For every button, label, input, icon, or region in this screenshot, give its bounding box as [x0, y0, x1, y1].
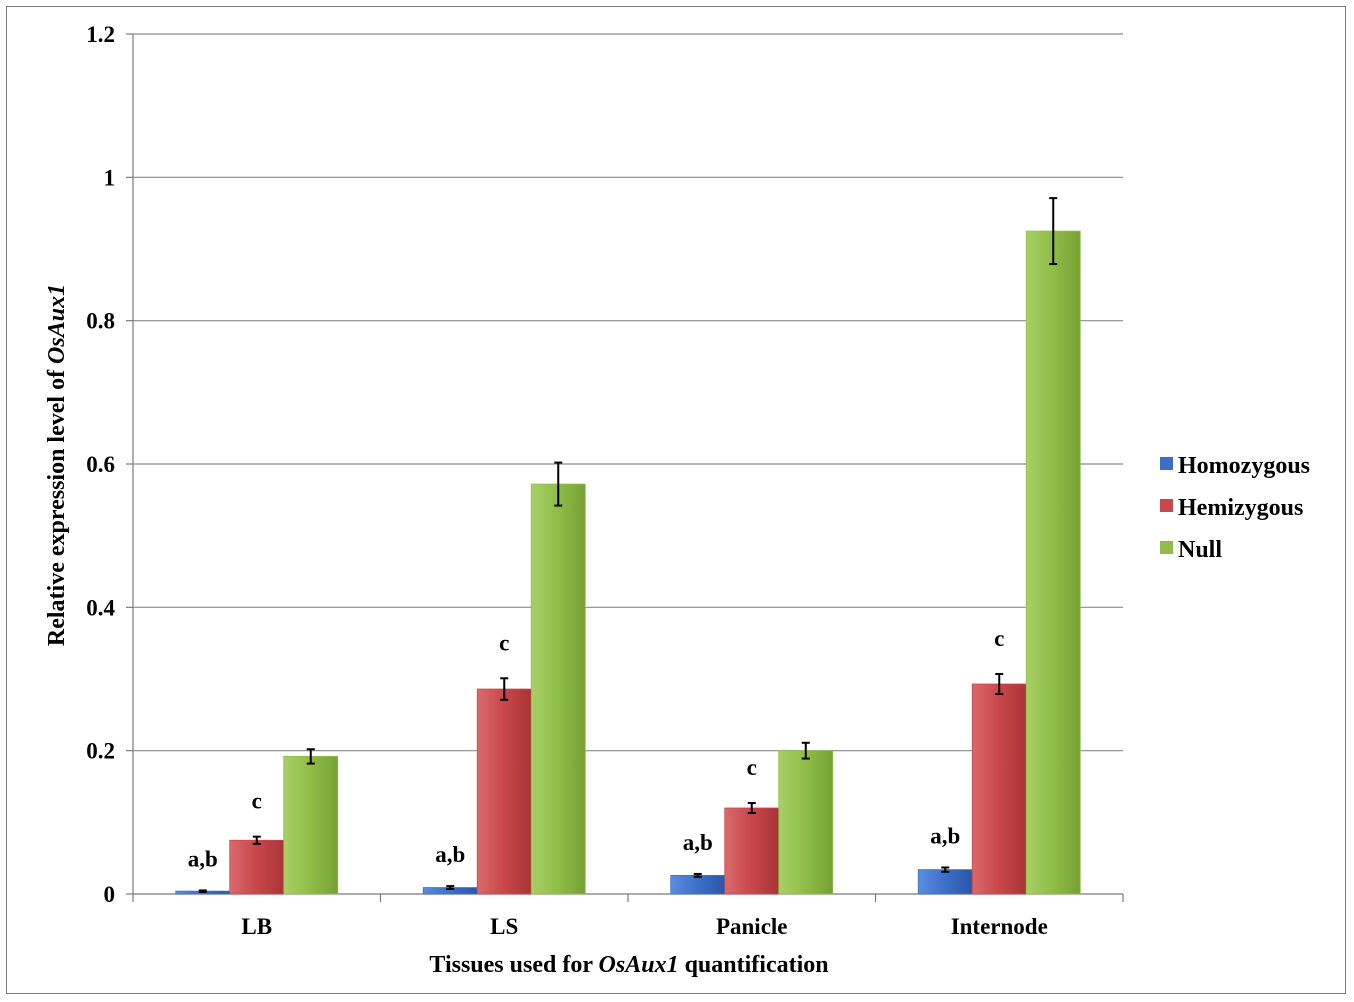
- y-tick-label: 0.2: [86, 739, 115, 764]
- y-tick-label: 0: [104, 882, 116, 907]
- y-tick-label: 0.4: [86, 595, 115, 620]
- significance-label: c: [994, 626, 1004, 651]
- x-tick-label: LB: [241, 914, 272, 939]
- significance-label: a,b: [435, 842, 465, 867]
- significance-label: a,b: [683, 830, 713, 855]
- y-tick-label: 1.2: [86, 22, 115, 47]
- significance-label: c: [499, 630, 509, 655]
- gridlines: [133, 33, 1123, 752]
- bar-null-internode: [1025, 230, 1081, 895]
- y-axis-title: Relative expression level of OsAux1: [44, 284, 70, 646]
- figure-frame: [6, 6, 1346, 994]
- legend-label-hemizygous: Hemizygous: [1178, 495, 1303, 521]
- x-tick-label: Internode: [951, 914, 1048, 939]
- x-tick-label: Panicle: [716, 914, 788, 939]
- legend-label-homozygous: Homozygous: [1178, 453, 1310, 479]
- y-tick-label: 1: [104, 165, 116, 190]
- labels: 0 0.2 0.4 0.6 0.8 1 1.2 a,b c LB a,b c LS a,b c Panicle…: [86, 22, 1048, 939]
- legend-swatch-homozygous: [1160, 457, 1173, 470]
- bar-null-ls: [530, 483, 586, 895]
- bar-hemizygous-internode: [971, 683, 1027, 895]
- x-axis-title: Tissues used for OsAux1 quantification: [429, 952, 828, 978]
- significance-label: c: [252, 789, 262, 814]
- y-tick-label: 0.8: [86, 309, 115, 334]
- bar-null-panicle: [778, 750, 834, 895]
- legend-swatch-hemizygous: [1160, 499, 1173, 512]
- legend: Homozygous Hemizygous Null: [1160, 453, 1310, 563]
- x-tick-label: LS: [490, 914, 518, 939]
- significance-label: a,b: [930, 823, 960, 848]
- legend-label-null: Null: [1178, 537, 1222, 563]
- significance-label: a,b: [188, 846, 218, 871]
- bars: [175, 197, 1081, 895]
- bar-null-lb: [283, 756, 339, 895]
- bar-homozygous-internode: [917, 869, 973, 895]
- bar-hemizygous-ls: [476, 688, 532, 895]
- legend-swatch-null: [1160, 541, 1173, 554]
- bar-homozygous-panicle: [670, 874, 726, 895]
- y-tick-label: 0.6: [86, 452, 115, 477]
- bar-hemizygous-panicle: [724, 807, 780, 895]
- significance-label: c: [747, 755, 757, 780]
- bar-hemizygous-lb: [229, 839, 285, 895]
